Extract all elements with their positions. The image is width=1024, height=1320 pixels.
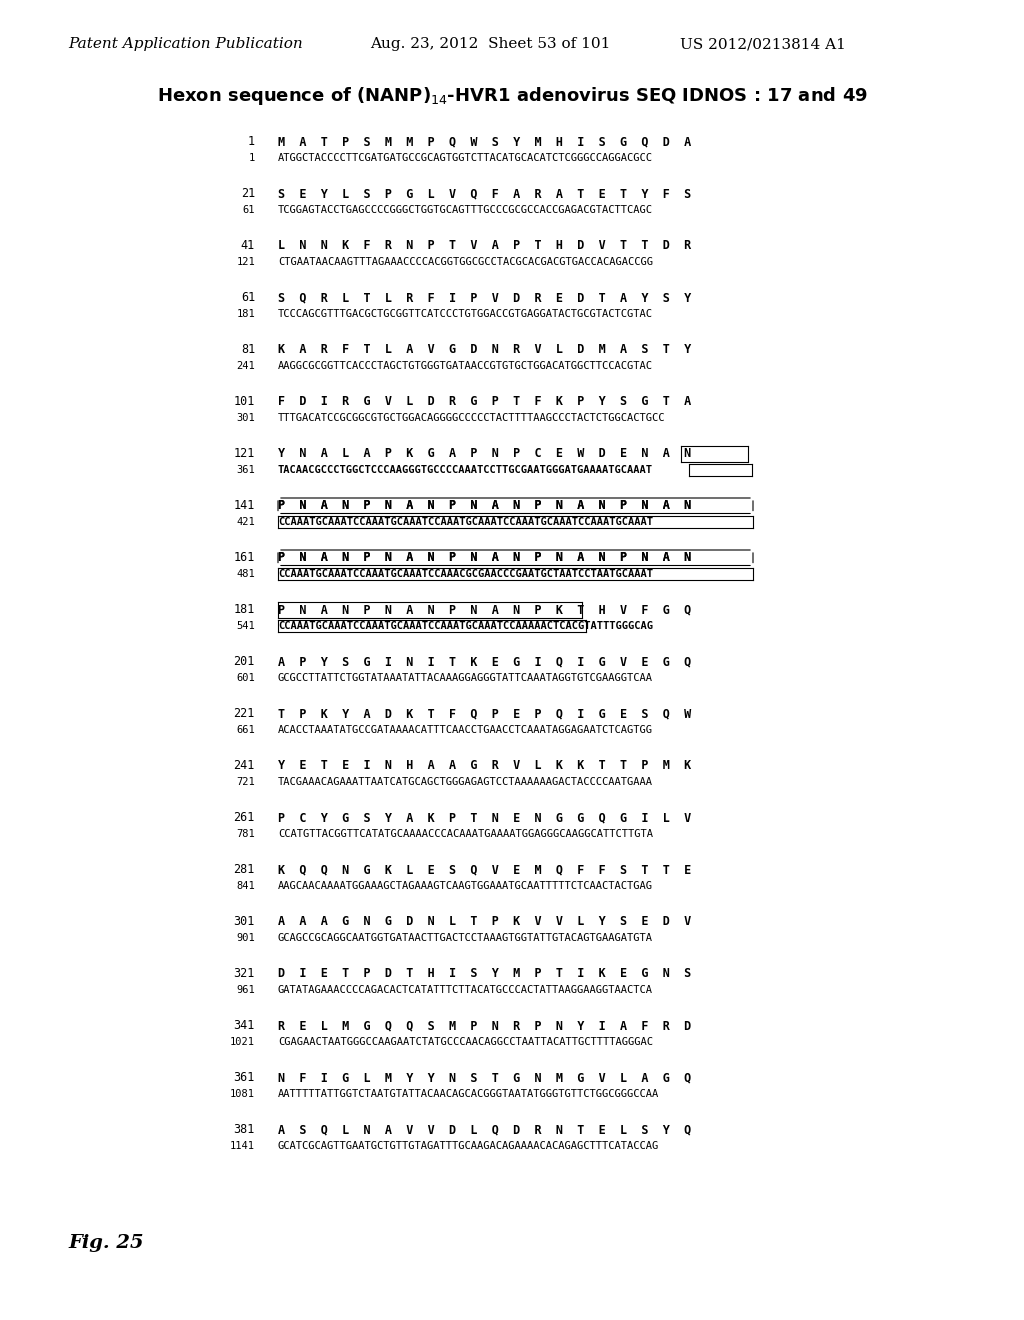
Text: 421: 421 [237, 517, 255, 527]
Text: Y  E  T  E  I  N  H  A  A  G  R  V  L  K  K  T  T  P  M  K: Y E T E I N H A A G R V L K K T T P M K [278, 759, 691, 772]
Text: Y  N  A  L  A  P  K  G  A  P  N  P  C  E  W  D  E  N  A  N: Y N A L A P K G A P N P C E W D E N A N [278, 447, 691, 459]
Text: 721: 721 [237, 777, 255, 787]
Text: Fig. 25: Fig. 25 [68, 1234, 143, 1251]
Text: GCAGCCGCAGGCAATGGTGATAACTTGACTCCTAAAGTGGTATTGTACAGTGAAGATGTA: GCAGCCGCAGGCAATGGTGATAACTTGACTCCTAAAGTGG… [278, 933, 653, 942]
Text: Patent Application Publication: Patent Application Publication [68, 37, 303, 51]
Text: 61: 61 [243, 205, 255, 215]
Text: 361: 361 [233, 1071, 255, 1084]
Text: 1021: 1021 [230, 1038, 255, 1047]
Text: 481: 481 [237, 569, 255, 579]
Text: US 2012/0213814 A1: US 2012/0213814 A1 [680, 37, 846, 51]
Text: 661: 661 [237, 725, 255, 735]
Text: 161: 161 [233, 550, 255, 564]
Text: 241: 241 [237, 360, 255, 371]
Text: AAGGCGCGGTTCACCCTAGCTGTGGGTGATAACCGTGTGCTGGACATGGCTTCCACGTAC: AAGGCGCGGTTCACCCTAGCTGTGGGTGATAACCGTGTGC… [278, 360, 653, 371]
Text: CGAGAACTAATGGGCCAAGAATCTATGCCCAACAGGCCTAATTACATTGCTTTTAGGGAC: CGAGAACTAATGGGCCAAGAATCTATGCCCAACAGGCCTA… [278, 1038, 653, 1047]
Text: 901: 901 [237, 933, 255, 942]
Text: TCGGAGTACCTGAGCCCCGGGCTGGTGCAGTTTGCCCGCGCCACCGAGACGTACTTCAGC: TCGGAGTACCTGAGCCCCGGGCTGGTGCAGTTTGCCCGCG… [278, 205, 653, 215]
Text: A  S  Q  L  N  A  V  V  D  L  Q  D  R  N  T  E  L  S  Y  Q: A S Q L N A V V D L Q D R N T E L S Y Q [278, 1123, 691, 1137]
Text: ACACCTAAATATGCCGATAAAACATTTCAACCTGAACCTCAAATAGGAGAATCTCAGTGG: ACACCTAAATATGCCGATAAAACATTTCAACCTGAACCTC… [278, 725, 653, 735]
Text: A  P  Y  S  G  I  N  I  T  K  E  G  I  Q  I  G  V  E  G  Q: A P Y S G I N I T K E G I Q I G V E G Q [278, 655, 691, 668]
Text: 261: 261 [233, 810, 255, 824]
Text: 41: 41 [241, 239, 255, 252]
Text: 241: 241 [233, 759, 255, 772]
Text: 781: 781 [237, 829, 255, 840]
Text: N  F  I  G  L  M  Y  Y  N  S  T  G  N  M  G  V  L  A  G  Q: N F I G L M Y Y N S T G N M G V L A G Q [278, 1071, 691, 1084]
Text: 181: 181 [237, 309, 255, 319]
Text: 601: 601 [237, 673, 255, 682]
Text: 141: 141 [233, 499, 255, 512]
Text: 841: 841 [237, 880, 255, 891]
Text: CCATGTTACGGTTCATATGCAAAACCCACAAATGAAAATGGAGGGCAAGGCATTCTTGTA: CCATGTTACGGTTCATATGCAAAACCCACAAATGAAAATG… [278, 829, 653, 840]
Text: 121: 121 [233, 447, 255, 459]
Text: P  N  A  N  P  N  A  N  P  N  A  N  P  N  A  N  P  N  A  N: P N A N P N A N P N A N P N A N P N A N [278, 550, 691, 564]
Text: 1: 1 [249, 153, 255, 162]
Text: M  A  T  P  S  M  M  P  Q  W  S  Y  M  H  I  S  G  Q  D  A: M A T P S M M P Q W S Y M H I S G Q D A [278, 135, 691, 148]
Text: F  D  I  R  G  V  L  D  R  G  P  T  F  K  P  Y  S  G  T  A: F D I R G V L D R G P T F K P Y S G T A [278, 395, 691, 408]
Text: 221: 221 [233, 708, 255, 719]
Text: ATGGCTACCCCTTCGATGATGCCGCAGTGGTCTTACATGCACATCTCGGGCCAGGACGCC: ATGGCTACCCCTTCGATGATGCCGCAGTGGTCTTACATGC… [278, 153, 653, 162]
Text: CCAAATGCAAATCCAAATGCAAATCCAAATGCAAATCCAAAAACTCACGTATTTGGGCAG: CCAAATGCAAATCCAAATGCAAATCCAAATGCAAATCCAA… [278, 620, 653, 631]
Text: A  A  A  G  N  G  D  N  L  T  P  K  V  V  L  Y  S  E  D  V: A A A G N G D N L T P K V V L Y S E D V [278, 915, 691, 928]
Text: 121: 121 [237, 257, 255, 267]
Text: TACGAAACAGAAATTAATCATGCAGCTGGGAGAGTCCTAAAAAAGACTACCCCAATGAAA: TACGAAACAGAAATTAATCATGCAGCTGGGAGAGTCCTAA… [278, 777, 653, 787]
Text: GATATAGAAACCCCAGACACTCATATTTCTTACATGCCCACTATTAAGGAAGGTAACTCA: GATATAGAAACCCCAGACACTCATATTTCTTACATGCCCA… [278, 985, 653, 995]
Text: K  Q  Q  N  G  K  L  E  S  Q  V  E  M  Q  F  F  S  T  T  E: K Q Q N G K L E S Q V E M Q F F S T T E [278, 863, 691, 876]
Text: 1: 1 [248, 135, 255, 148]
Text: P  N  A  N  P  N  A  N  P  N  A  N  P  N  A  N  P  N  A  N: P N A N P N A N P N A N P N A N P N A N [278, 499, 691, 512]
Text: R  E  L  M  G  Q  Q  S  M  P  N  R  P  N  Y  I  A  F  R  D: R E L M G Q Q S M P N R P N Y I A F R D [278, 1019, 691, 1032]
Text: 81: 81 [241, 343, 255, 356]
Text: P  N  A  N  P  N  A  N  P  N  A  N  P  K  T  H  V  F  G  Q: P N A N P N A N P N A N P K T H V F G Q [278, 603, 691, 616]
Text: TCCCAGCGTTTGACGCTGCGGTTCATCCCTGTGGACCGTGAGGATACTGCGTACTCGTAC: TCCCAGCGTTTGACGCTGCGGTTCATCCCTGTGGACCGTG… [278, 309, 653, 319]
Text: P  C  Y  G  S  Y  A  K  P  T  N  E  N  G  G  Q  G  I  L  V: P C Y G S Y A K P T N E N G G Q G I L V [278, 810, 691, 824]
Text: T  P  K  Y  A  D  K  T  F  Q  P  E  P  Q  I  G  E  S  Q  W: T P K Y A D K T F Q P E P Q I G E S Q W [278, 708, 691, 719]
Text: 1141: 1141 [230, 1140, 255, 1151]
Text: GCATCGCAGTTGAATGCTGTTGTAGATTTGCAAGACAGAAAACACAGAGCTTTCATACCAG: GCATCGCAGTTGAATGCTGTTGTAGATTTGCAAGACAGAA… [278, 1140, 659, 1151]
Text: 61: 61 [241, 290, 255, 304]
Text: TACAACGCCCTGGCTCCCAAGGGTGCCCCAAATCCTTGCGAATGGGATGAAAATGCAAAT: TACAACGCCCTGGCTCCCAAGGGTGCCCCAAATCCTTGCG… [278, 465, 653, 475]
Text: 381: 381 [233, 1123, 255, 1137]
Text: P  N  A  N  P  N  A  N  P  N  A  N  P  N  A  N  P  N  A  N: P N A N P N A N P N A N P N A N P N A N [278, 499, 691, 512]
Text: Aug. 23, 2012  Sheet 53 of 101: Aug. 23, 2012 Sheet 53 of 101 [370, 37, 610, 51]
Text: P  N  A  N  P  N  A  N  P  N  A  N  P  N  A  N  P  N  A  N: P N A N P N A N P N A N P N A N P N A N [278, 550, 691, 564]
Text: CCAAATGCAAATCCAAATGCAAATCCAAACGCGAACCCGAATGCTAATCCTAATGCAAAT: CCAAATGCAAATCCAAATGCAAATCCAAACGCGAACCCGA… [278, 569, 653, 579]
Text: 961: 961 [237, 985, 255, 995]
Text: S  Q  R  L  T  L  R  F  I  P  V  D  R  E  D  T  A  Y  S  Y: S Q R L T L R F I P V D R E D T A Y S Y [278, 290, 691, 304]
Text: AATTTTTATTGGTCTAATGTATTACAACAGCACGGGTAATATGGGTGTTCTGGCGGGCCAA: AATTTTTATTGGTCTAATGTATTACAACAGCACGGGTAAT… [278, 1089, 659, 1100]
Text: 341: 341 [233, 1019, 255, 1032]
Text: CTGAATAACAAGTTTAGAAACCCCACGGTGGCGCCTACGCACGACGTGACCACAGACCGG: CTGAATAACAAGTTTAGAAACCCCACGGTGGCGCCTACGC… [278, 257, 653, 267]
Text: 1081: 1081 [230, 1089, 255, 1100]
Text: 21: 21 [241, 187, 255, 201]
Text: GCGCCTTATTCTGGTATAAATATTACAAAGGAGGGTATTCAAATAGGTGTCGAAGGTCAA: GCGCCTTATTCTGGTATAAATATTACAAAGGAGGGTATTC… [278, 673, 653, 682]
Text: 541: 541 [237, 620, 255, 631]
Text: L  N  N  K  F  R  N  P  T  V  A  P  T  H  D  V  T  T  D  R: L N N K F R N P T V A P T H D V T T D R [278, 239, 691, 252]
Text: K  A  R  F  T  L  A  V  G  D  N  R  V  L  D  M  A  S  T  Y: K A R F T L A V G D N R V L D M A S T Y [278, 343, 691, 356]
Text: 281: 281 [233, 863, 255, 876]
Text: 361: 361 [237, 465, 255, 475]
Text: D  I  E  T  P  D  T  H  I  S  Y  M  P  T  I  K  E  G  N  S: D I E T P D T H I S Y M P T I K E G N S [278, 968, 691, 979]
Text: 101: 101 [233, 395, 255, 408]
Text: AAGCAACAAAATGGAAAGCTAGAAAGTCAAGTGGAAATGCAATTTTTCTCAACTACTGAG: AAGCAACAAAATGGAAAGCTAGAAAGTCAAGTGGAAATGC… [278, 880, 653, 891]
Text: 301: 301 [237, 413, 255, 422]
Text: 321: 321 [233, 968, 255, 979]
Text: 201: 201 [233, 655, 255, 668]
Text: 301: 301 [233, 915, 255, 928]
Text: S  E  Y  L  S  P  G  L  V  Q  F  A  R  A  T  E  T  Y  F  S: S E Y L S P G L V Q F A R A T E T Y F S [278, 187, 691, 201]
Text: CCAAATGCAAATCCAAATGCAAATCCAAATGCAAATCCAAATGCAAATCCAAATGCAAAT: CCAAATGCAAATCCAAATGCAAATCCAAATGCAAATCCAA… [278, 517, 653, 527]
Text: TTTGACATCCGCGGCGTGCTGGACAGGGGCCCCCTACTTTTAAGCCCTACTCTGGCACTGCC: TTTGACATCCGCGGCGTGCTGGACAGGGGCCCCCTACTTT… [278, 413, 666, 422]
Text: 181: 181 [233, 603, 255, 616]
Text: Hexon sequence of (NANP)$_{14}$-HVR1 adenovirus SEQ IDNOS : 17 and 49: Hexon sequence of (NANP)$_{14}$-HVR1 ade… [157, 84, 867, 107]
